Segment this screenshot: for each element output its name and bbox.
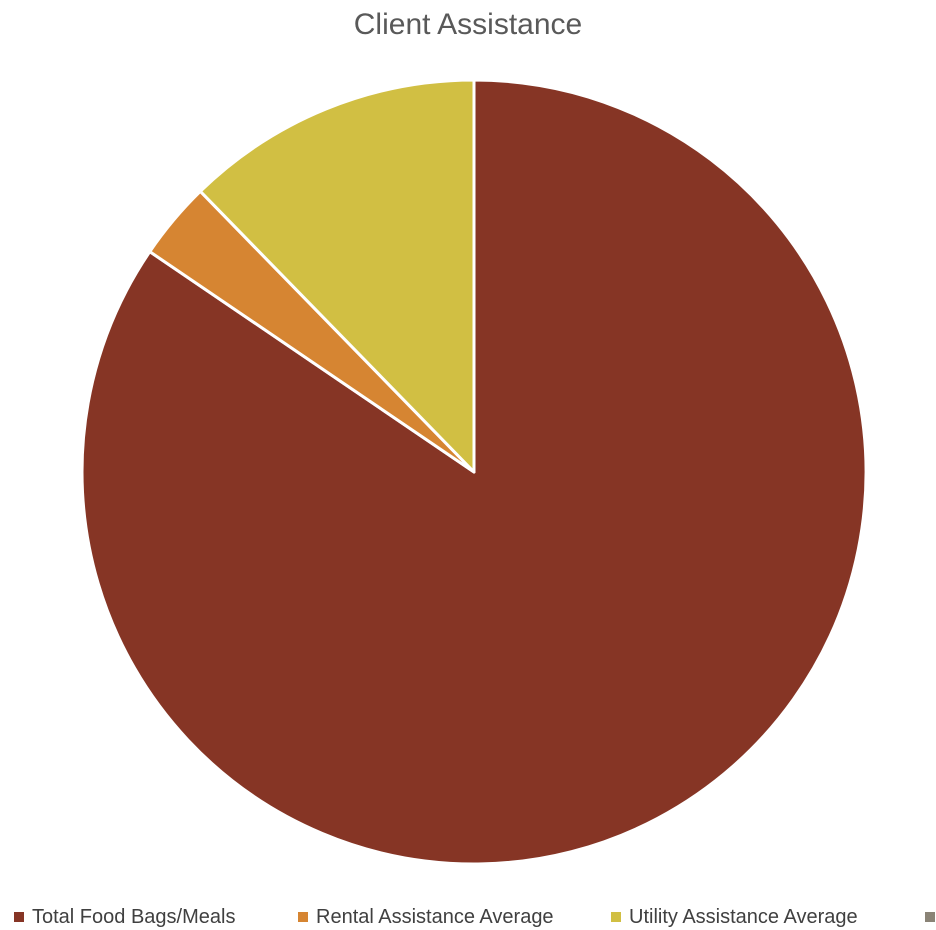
legend-swatch-rental [298, 912, 308, 922]
pie-slice-utility [198, 78, 476, 474]
legend-label-food: Total Food Bags/Meals [32, 906, 236, 928]
legend-item-4 [925, 904, 936, 930]
legend-label-rental: Rental Assistance Average [316, 906, 554, 928]
legend-item-rental: Rental Assistance Average [298, 904, 554, 930]
legend-swatch-utility [611, 912, 621, 922]
legend-item-utility: Utility Assistance Average [611, 904, 858, 930]
chart-title: Client Assistance [353, 8, 583, 41]
legend-label-utility: Utility Assistance Average [629, 906, 858, 928]
legend-item-food: Total Food Bags/Meals [14, 904, 235, 930]
pie-plot-area [80, 78, 868, 866]
legend-swatch-4 [925, 912, 935, 922]
legend-swatch-food [14, 912, 24, 922]
legend: Total Food Bags/Meals Rental Assistance … [14, 904, 936, 930]
